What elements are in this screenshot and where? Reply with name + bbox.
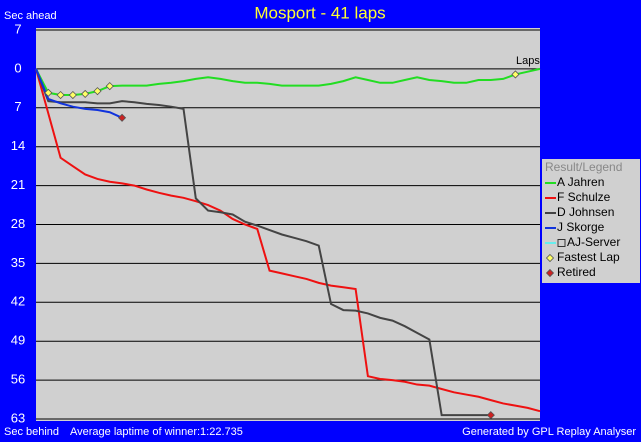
- footer-center: Average laptime of winner:1:22.735: [70, 426, 243, 438]
- top-left-label: Sec ahead: [4, 10, 57, 22]
- series-line: [35, 68, 541, 413]
- fastest-lap-marker: [511, 70, 520, 79]
- chart-title: Mosport - 41 laps: [254, 3, 385, 22]
- series-line: [35, 68, 123, 119]
- bottom-left-label: Sec behind: [4, 426, 59, 438]
- legend-swatch: [545, 268, 555, 278]
- y-tick-label: 7: [14, 21, 21, 36]
- y-tick-label: 63: [11, 410, 25, 425]
- legend-box: [542, 159, 640, 283]
- y-tick-label: 28: [11, 216, 25, 231]
- fastest-lap-marker: [56, 90, 65, 100]
- series-line: [35, 67, 541, 97]
- y-tick-label: 56: [11, 372, 25, 387]
- legend-label: F Schulze: [557, 190, 611, 204]
- fastest-lap-marker: [105, 82, 114, 91]
- y-tick-label: 0: [14, 60, 21, 75]
- y-tick-label: 21: [11, 177, 25, 192]
- legend-label: D Johnsen: [557, 205, 614, 219]
- y-tick-label: 35: [11, 255, 25, 270]
- y-tick-label: 42: [11, 294, 25, 309]
- retired-marker: [486, 411, 495, 420]
- y-tick-label: 14: [11, 138, 25, 153]
- legend-label: AJ-Server: [567, 235, 620, 249]
- y-tick-label: 49: [11, 333, 25, 348]
- legend-swatch: [557, 239, 566, 247]
- fastest-lap-marker: [44, 88, 53, 97]
- fastest-lap-marker: [81, 89, 90, 98]
- legend-label: A Jahren: [557, 175, 604, 189]
- y-tick-label: 7: [14, 99, 21, 114]
- legend-label: Retired: [557, 265, 596, 279]
- fastest-lap-marker: [68, 90, 77, 100]
- fastest-lap-marker: [93, 87, 102, 96]
- legend-label: J Skorge: [557, 220, 605, 234]
- series-line: [35, 68, 491, 417]
- legend-title: Result/Legend: [545, 160, 622, 174]
- footer-right: Generated by GPL Replay Analyser: [462, 426, 636, 438]
- x-axis-label: Laps: [516, 55, 540, 67]
- retired-marker: [117, 113, 127, 122]
- legend-swatch: [545, 253, 555, 263]
- legend-label: Fastest Lap: [557, 250, 620, 264]
